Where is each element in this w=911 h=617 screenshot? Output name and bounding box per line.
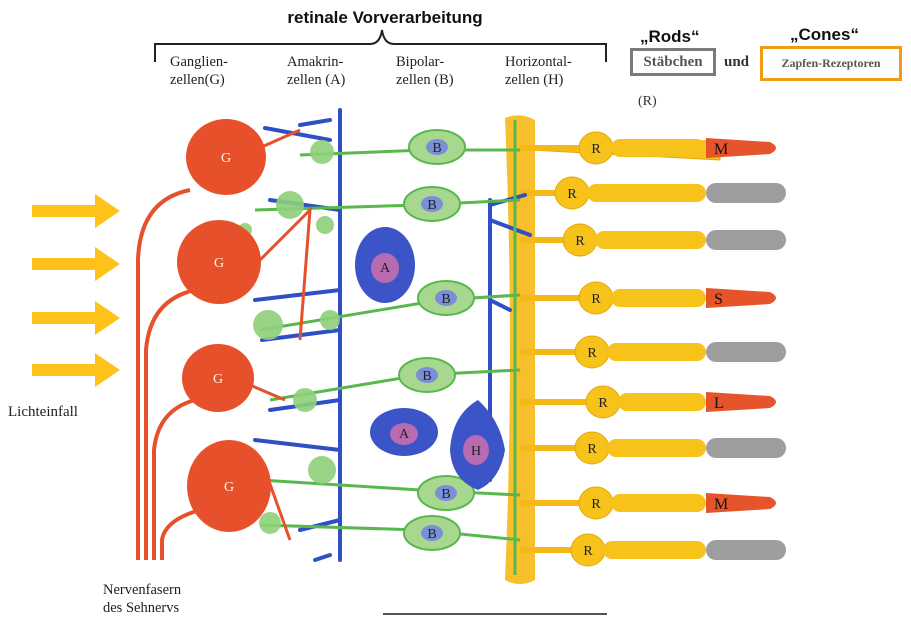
synapse-clusters	[238, 140, 340, 534]
amakrine-cells	[355, 227, 438, 456]
light-incidence-label: Lichteinfall	[8, 404, 78, 420]
ganglion-letter: G	[221, 151, 231, 166]
column-header-bipolar: Bipolar- zellen (B)	[396, 53, 454, 89]
rod-letter: R	[591, 497, 601, 512]
optic-nerve-label: Nervenfasern des Sehnervs	[103, 581, 181, 617]
rod-letter: R	[567, 187, 577, 202]
bipolar-network	[254, 120, 521, 575]
ganglion-cell	[182, 344, 254, 412]
ganglion-letter: G	[224, 480, 234, 495]
rod-receptor: R	[520, 431, 786, 465]
bipolar-letter: B	[427, 198, 436, 213]
ganglion-cells	[177, 119, 271, 532]
horizontal-cell	[450, 400, 505, 490]
diagram-title: retinale Vorverarbeitung	[287, 8, 483, 27]
bipolar-letter: B	[422, 369, 431, 384]
amakrin-letter: A	[399, 427, 410, 442]
amakrin-header-line1: Amakrin-	[287, 54, 344, 70]
rod-letter: R	[575, 234, 585, 249]
column-header-horizontal: Horizontal- zellen (H)	[505, 53, 572, 89]
rod-letter: R	[583, 544, 593, 559]
ganglion-cell	[177, 220, 261, 304]
nerve-fibers	[136, 188, 201, 560]
optic-nerve-line1: Nervenfasern	[103, 582, 182, 598]
ganglion-cell	[187, 440, 271, 532]
rod-letter: R	[587, 442, 597, 457]
rods-abbrev-note: (R)	[638, 94, 657, 109]
ganglion-header-line2: zellen(G)	[170, 72, 225, 88]
rod-receptor: R	[520, 533, 786, 567]
rod-letter: R	[598, 396, 608, 411]
ganglion-header-line1: Ganglien-	[170, 54, 228, 70]
cone-type-label: S	[714, 291, 723, 308]
bipolar-letter: B	[432, 141, 441, 156]
optic-nerve-line2: des Sehnervs	[103, 600, 180, 616]
cone-type-label: M	[714, 141, 728, 158]
rod-letter: R	[591, 142, 601, 157]
ganglion-letter: G	[214, 256, 224, 271]
rod-letter: R	[591, 292, 601, 307]
bipolar-cells	[398, 129, 475, 551]
ganglion-letter: G	[213, 372, 223, 387]
cone-type-label: M	[714, 496, 728, 513]
light-arrow	[32, 353, 120, 387]
rods-box: Stäbchen	[630, 48, 716, 76]
cones-label: „Cones“	[790, 25, 859, 44]
rods-label: „Rods“	[640, 27, 700, 46]
amakrin-header-line2: zellen (A)	[287, 72, 346, 88]
amakrin-letter: A	[380, 261, 391, 276]
header-bracket	[154, 29, 607, 62]
cone-type-label: L	[714, 395, 724, 412]
light-arrow	[32, 247, 120, 281]
light-arrow	[32, 301, 120, 335]
cones-box: Zapfen-Rezeptoren	[760, 46, 902, 81]
bipolar-header-line1: Bipolar-	[396, 54, 445, 70]
rod-letter: R	[587, 346, 597, 361]
bipolar-header-line2: zellen (B)	[396, 72, 454, 88]
rod-receptor: R	[520, 223, 786, 257]
bipolar-letter: B	[427, 527, 436, 542]
column-header-ganglion: Ganglien- zellen(G)	[170, 53, 228, 89]
horizontal-header-line1: Horizontal-	[505, 54, 572, 70]
horizontal-letter: H	[471, 444, 481, 459]
horizontal-header-line2: zellen (H)	[505, 72, 564, 88]
bipolar-letter: B	[441, 487, 450, 502]
light-arrows	[32, 194, 120, 387]
rod-receptor: R	[520, 335, 786, 369]
column-header-amakrin: Amakrin- zellen (A)	[287, 53, 345, 89]
light-arrow	[32, 194, 120, 228]
connector-text: und	[724, 54, 750, 70]
ganglion-cell	[186, 119, 266, 195]
rod-receptor: R	[520, 176, 786, 210]
bipolar-letter: B	[441, 292, 450, 307]
